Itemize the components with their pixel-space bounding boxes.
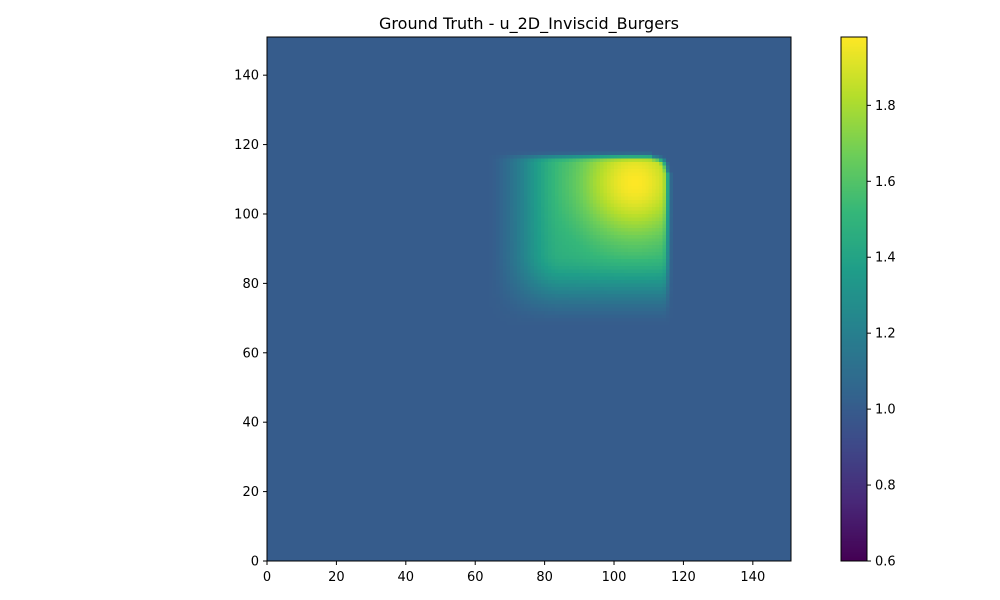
x-tick-label: 140 xyxy=(740,570,765,585)
colorbar-tick-label: 0.6 xyxy=(875,555,896,570)
y-tick-label: 120 xyxy=(234,138,259,153)
colorbar-tick-label: 1.6 xyxy=(875,175,896,190)
colorbar-tick-label: 1.0 xyxy=(875,403,896,418)
x-tick-label: 0 xyxy=(263,570,271,585)
y-tick-label: 60 xyxy=(242,346,259,361)
colorbar: 0.6 0.8 1.0 1.2 1.4 1.6 1.8 xyxy=(840,36,896,570)
colorbar-axis: 0.6 0.8 1.0 1.2 1.4 1.6 1.8 xyxy=(867,99,896,570)
x-axis: 0 20 40 60 80 100 120 140 xyxy=(263,561,765,585)
chart-title: Ground Truth - u_2D_Inviscid_Burgers xyxy=(379,14,679,34)
x-tick-label: 120 xyxy=(671,570,696,585)
plot-frame xyxy=(266,36,792,562)
colorbar-tick-label: 1.4 xyxy=(875,251,896,266)
y-tick-label: 0 xyxy=(251,555,259,570)
y-axis: 0 20 40 60 80 100 120 140 xyxy=(234,69,267,570)
x-tick-label: 40 xyxy=(398,570,415,585)
colorbar-frame xyxy=(840,36,868,562)
x-tick-label: 60 xyxy=(467,570,484,585)
y-tick-label: 40 xyxy=(242,416,259,431)
x-tick-label: 80 xyxy=(536,570,553,585)
colorbar-tick-label: 1.8 xyxy=(875,99,896,114)
heatmap-plot-area xyxy=(266,36,792,562)
colorbar-tick-label: 1.2 xyxy=(875,327,896,342)
colorbar-gradient xyxy=(841,37,867,561)
y-tick-label: 80 xyxy=(242,277,259,292)
heatmap-image xyxy=(267,37,791,561)
x-tick-label: 100 xyxy=(602,570,627,585)
colorbar-tick-label: 0.8 xyxy=(875,479,896,494)
y-tick-label: 20 xyxy=(242,485,259,500)
y-tick-label: 140 xyxy=(234,69,259,84)
y-tick-label: 100 xyxy=(234,207,259,222)
x-tick-label: 20 xyxy=(328,570,345,585)
